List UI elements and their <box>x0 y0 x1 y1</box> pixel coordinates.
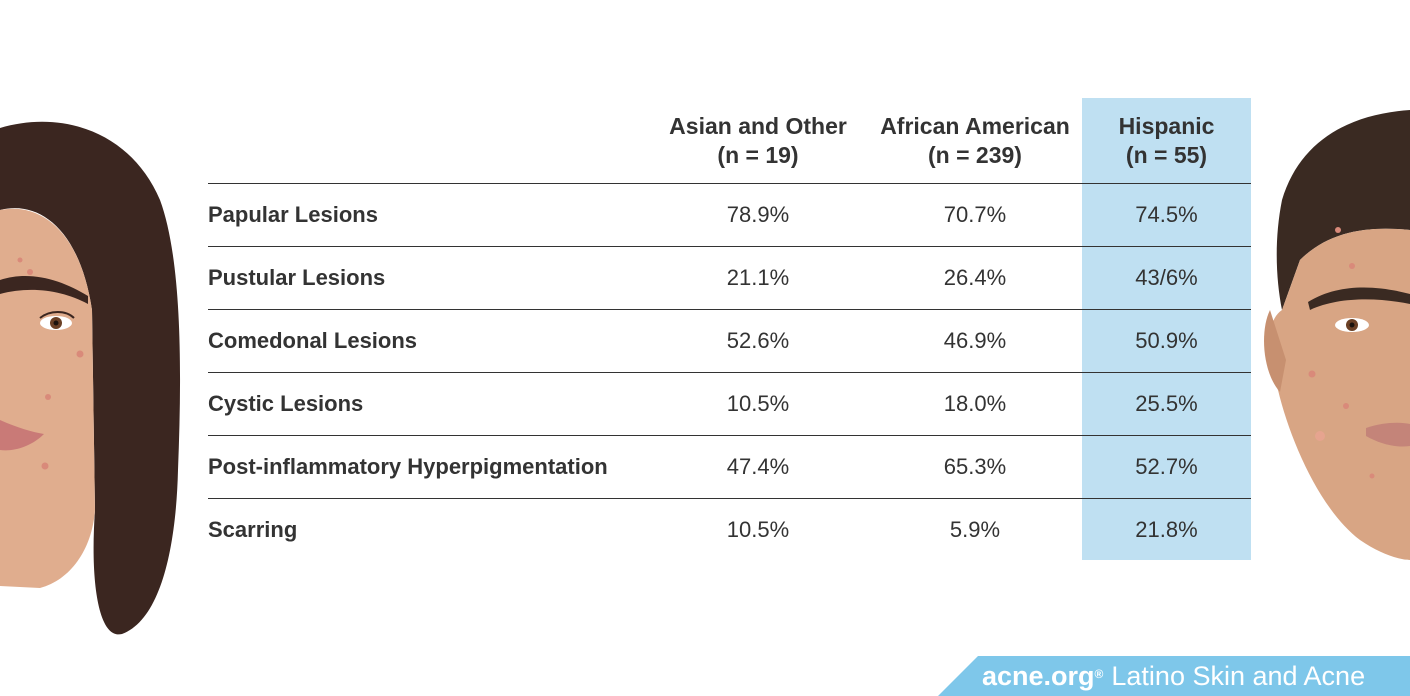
row-label: Post-inflammatory Hyperpigmentation <box>208 435 648 499</box>
table-cell: 25.5% <box>1082 372 1251 436</box>
woman-face-illustration <box>0 121 181 635</box>
row-label: Comedonal Lesions <box>208 309 648 373</box>
table-cell: 5.9% <box>868 498 1082 562</box>
table-cell: 50.9% <box>1082 309 1251 373</box>
row-label: Pustular Lesions <box>208 246 648 310</box>
column-header-african-american: African American (n = 239) <box>868 98 1082 184</box>
table-cell: 47.4% <box>648 435 868 499</box>
column-header-hispanic: Hispanic (n = 55) <box>1082 98 1251 184</box>
column-header-sublabel: (n = 19) <box>717 141 799 168</box>
column-header-sublabel: (n = 55) <box>1125 141 1208 168</box>
table-cell: 52.6% <box>648 309 868 373</box>
column-header-sublabel: (n = 239) <box>928 141 1022 168</box>
man-face-illustration <box>1264 110 1410 560</box>
table-cell: 65.3% <box>868 435 1082 499</box>
table-cell: 78.9% <box>648 183 868 247</box>
table-cell: 21.1% <box>648 246 868 310</box>
lesion-prevalence-table: Asian and Other (n = 19) African America… <box>208 98 1251 562</box>
table-cell: 74.5% <box>1082 183 1251 247</box>
table-row: Post-inflammatory Hyperpigmentation 47.4… <box>208 435 1251 499</box>
table-row: Comedonal Lesions 52.6% 46.9% 50.9% <box>208 309 1251 373</box>
table-cell: 10.5% <box>648 372 868 436</box>
table-cell: 46.9% <box>868 309 1082 373</box>
table-cell: 70.7% <box>868 183 1082 247</box>
column-header-label: Asian and Other <box>669 112 847 139</box>
registered-mark: ® <box>1094 667 1104 681</box>
table-cell: 52.7% <box>1082 435 1251 499</box>
column-header-asian-other: Asian and Other (n = 19) <box>648 98 868 184</box>
row-label: Scarring <box>208 498 648 562</box>
table-cell: 26.4% <box>868 246 1082 310</box>
table-row: Cystic Lesions 10.5% 18.0% 25.5% <box>208 372 1251 436</box>
brand-name: acne.org <box>982 661 1095 691</box>
table-row: Pustular Lesions 21.1% 26.4% 43/6% <box>208 246 1251 310</box>
table-row: Scarring 10.5% 5.9% 21.8% <box>208 498 1251 562</box>
brand-logo-text: acne.org® <box>982 661 1103 691</box>
column-header-label: Hispanic <box>1118 112 1215 139</box>
table-cell: 10.5% <box>648 498 868 562</box>
table-row: Papular Lesions 78.9% 70.7% 74.5% <box>208 183 1251 247</box>
column-header-label: African American <box>880 112 1070 139</box>
banner-text: acne.org® Latino Skin and Acne <box>982 659 1365 693</box>
banner-background <box>938 656 1410 696</box>
table-cell: 21.8% <box>1082 498 1251 562</box>
brand-banner: acne.org® Latino Skin and Acne <box>938 656 1410 696</box>
row-label: Papular Lesions <box>208 183 648 247</box>
header-row: Asian and Other (n = 19) African America… <box>208 98 1251 184</box>
header-blank-cell <box>208 98 648 184</box>
banner-tagline: Latino Skin and Acne <box>1111 661 1366 691</box>
table-cell: 18.0% <box>868 372 1082 436</box>
table-cell: 43/6% <box>1082 246 1251 310</box>
row-label: Cystic Lesions <box>208 372 648 436</box>
